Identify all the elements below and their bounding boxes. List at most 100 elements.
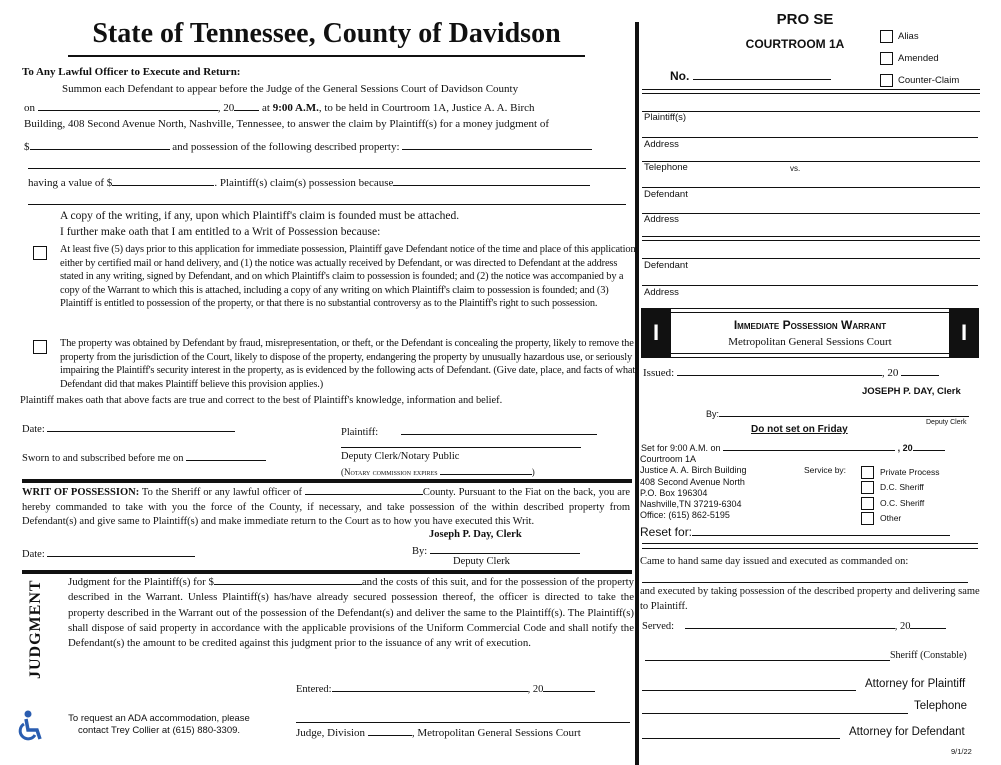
- address-line: P.O. Box 196304: [640, 487, 708, 498]
- telephone-field[interactable]: [642, 161, 980, 162]
- service-by-label: Service by:: [804, 465, 847, 475]
- date-line: Date:: [22, 421, 236, 435]
- defendant-label: Defendant: [644, 260, 688, 271]
- summons-line: Summon each Defendant to appear before t…: [62, 83, 519, 95]
- ada-line2: contact Trey Collier at (615) 880-3309.: [77, 725, 241, 736]
- by-label: By:: [706, 409, 720, 419]
- value-field[interactable]: [112, 175, 215, 186]
- property-field-2[interactable]: [28, 168, 626, 169]
- plaintiff-label: Plaintiff(s): [644, 112, 687, 123]
- issued-year-field[interactable]: [901, 365, 940, 376]
- sheriff-signature-field[interactable]: [645, 660, 890, 661]
- hearing-year-field[interactable]: [234, 100, 260, 111]
- notary-expires-field[interactable]: [439, 464, 532, 475]
- executed-date-field[interactable]: [642, 582, 968, 583]
- entered-year-field[interactable]: [543, 681, 596, 692]
- money-amount-field[interactable]: [29, 139, 170, 150]
- plaintiff-field[interactable]: [642, 111, 980, 112]
- date-field[interactable]: [47, 421, 236, 432]
- entered-year-label: , 20: [527, 684, 544, 695]
- judgment-text2: and the costs of this suit, and for the …: [68, 576, 634, 650]
- issued-date-field[interactable]: [676, 365, 882, 376]
- property-field[interactable]: [402, 139, 593, 150]
- year-label: , 20: [217, 102, 235, 114]
- option2-text: The property was obtained by Defendant b…: [60, 338, 636, 390]
- counter-claim-checkbox[interactable]: [880, 74, 893, 87]
- rule: [642, 93, 980, 94]
- judgment-divider: [22, 570, 632, 574]
- alias-checkbox[interactable]: [880, 30, 893, 43]
- private-process-checkbox[interactable]: [861, 466, 874, 479]
- other-checkbox[interactable]: [861, 512, 874, 525]
- notary-signature-field[interactable]: [341, 447, 581, 448]
- entered-date-field[interactable]: [331, 681, 528, 692]
- judge-signature-field[interactable]: [296, 722, 630, 723]
- defendant-address-field[interactable]: [642, 213, 980, 214]
- set-date-field[interactable]: [723, 440, 896, 451]
- plaintiff-address-field[interactable]: [642, 137, 978, 138]
- writ-clerk: Joseph P. Day, Clerk: [429, 529, 522, 540]
- writ-deputy-field[interactable]: [429, 543, 580, 554]
- issued-line: Issued: , 20: [643, 365, 940, 379]
- badge-left: I: [641, 308, 671, 358]
- attorney-plaintiff-label: Attorney for Plaintiff: [865, 678, 966, 690]
- sworn-date-field[interactable]: [186, 450, 267, 461]
- private-process-label: Private Process: [880, 467, 940, 477]
- deputy-clerk-label: Deputy Clerk: [926, 419, 967, 426]
- other-label: Other: [880, 513, 902, 523]
- set-for-label: Set for 9:00 A.M. on: [641, 443, 721, 453]
- defendant-field[interactable]: [642, 187, 980, 188]
- deputy-signature-field[interactable]: [719, 406, 970, 417]
- writ-date-field[interactable]: [47, 546, 196, 557]
- defendant2-field[interactable]: [642, 258, 980, 259]
- amended-checkbox[interactable]: [880, 52, 893, 65]
- attorney-plaintiff-field[interactable]: [642, 690, 856, 691]
- served-year-field[interactable]: [910, 618, 947, 629]
- judgment-amount-field[interactable]: [213, 574, 362, 585]
- counter-claim-label: Counter-Claim: [898, 75, 960, 86]
- clerk-name: JOSEPH P. DAY, Clerk: [862, 386, 961, 397]
- issued-label: Issued:: [643, 367, 675, 379]
- friday-notice: Do not set on Friday: [751, 424, 848, 435]
- county-field[interactable]: [304, 484, 423, 495]
- reason-field-2[interactable]: [28, 204, 626, 205]
- telephone-field[interactable]: [642, 713, 908, 714]
- judge-label: Judge, Division: [296, 727, 366, 739]
- sworn-line: Sworn to and subscribed before me on: [22, 450, 267, 464]
- sheriff-label: Sheriff (Constable): [890, 650, 967, 661]
- address-label: Address: [644, 214, 679, 225]
- rule: [642, 89, 980, 90]
- case-number-field[interactable]: [692, 69, 831, 80]
- writ-by-label: By:: [412, 546, 428, 557]
- writ-divider: [22, 479, 632, 483]
- dc-sheriff-checkbox[interactable]: [861, 481, 874, 494]
- defendant2-address-field[interactable]: [642, 285, 978, 286]
- served-date-field[interactable]: [684, 618, 895, 629]
- address-line: 408 Second Avenue North: [640, 476, 745, 487]
- notary-expires-label: (Notary commission expires: [341, 467, 438, 477]
- option2-checkbox[interactable]: [33, 340, 47, 354]
- summons-address-line: Building, 408 Second Avenue North, Nashv…: [24, 118, 549, 130]
- courtroom-label: COURTROOM 1A: [745, 37, 845, 51]
- set-year-field[interactable]: [912, 440, 945, 451]
- page-title: State of Tennessee, County of Davidson: [92, 18, 561, 49]
- writ-date-line: Date:: [22, 546, 196, 560]
- oc-sheriff-checkbox[interactable]: [861, 497, 874, 510]
- reset-label: Reset for:: [640, 525, 693, 539]
- plaintiff-signature-field[interactable]: [400, 424, 597, 435]
- title-underline: [68, 55, 585, 57]
- alias-label: Alias: [898, 31, 919, 42]
- reason-field[interactable]: [393, 175, 591, 186]
- attorney-defendant-field[interactable]: [642, 738, 840, 739]
- hearing-date-field[interactable]: [37, 100, 218, 111]
- judgment-text1: Judgment for the Plaintiff(s) for $: [68, 576, 214, 588]
- address-line: Nashville,TN 37219-6304: [640, 499, 742, 510]
- warrant-title: Immediate Possession Warrant: [733, 318, 887, 332]
- division-field[interactable]: [367, 725, 412, 736]
- reset-field[interactable]: [692, 525, 951, 536]
- option1-checkbox[interactable]: [33, 246, 47, 260]
- pro-se-label: PRO SE: [776, 11, 834, 28]
- writ-text: WRIT OF POSSESSION: To the Sheriff or an…: [22, 484, 630, 530]
- close-paren: ): [531, 467, 535, 477]
